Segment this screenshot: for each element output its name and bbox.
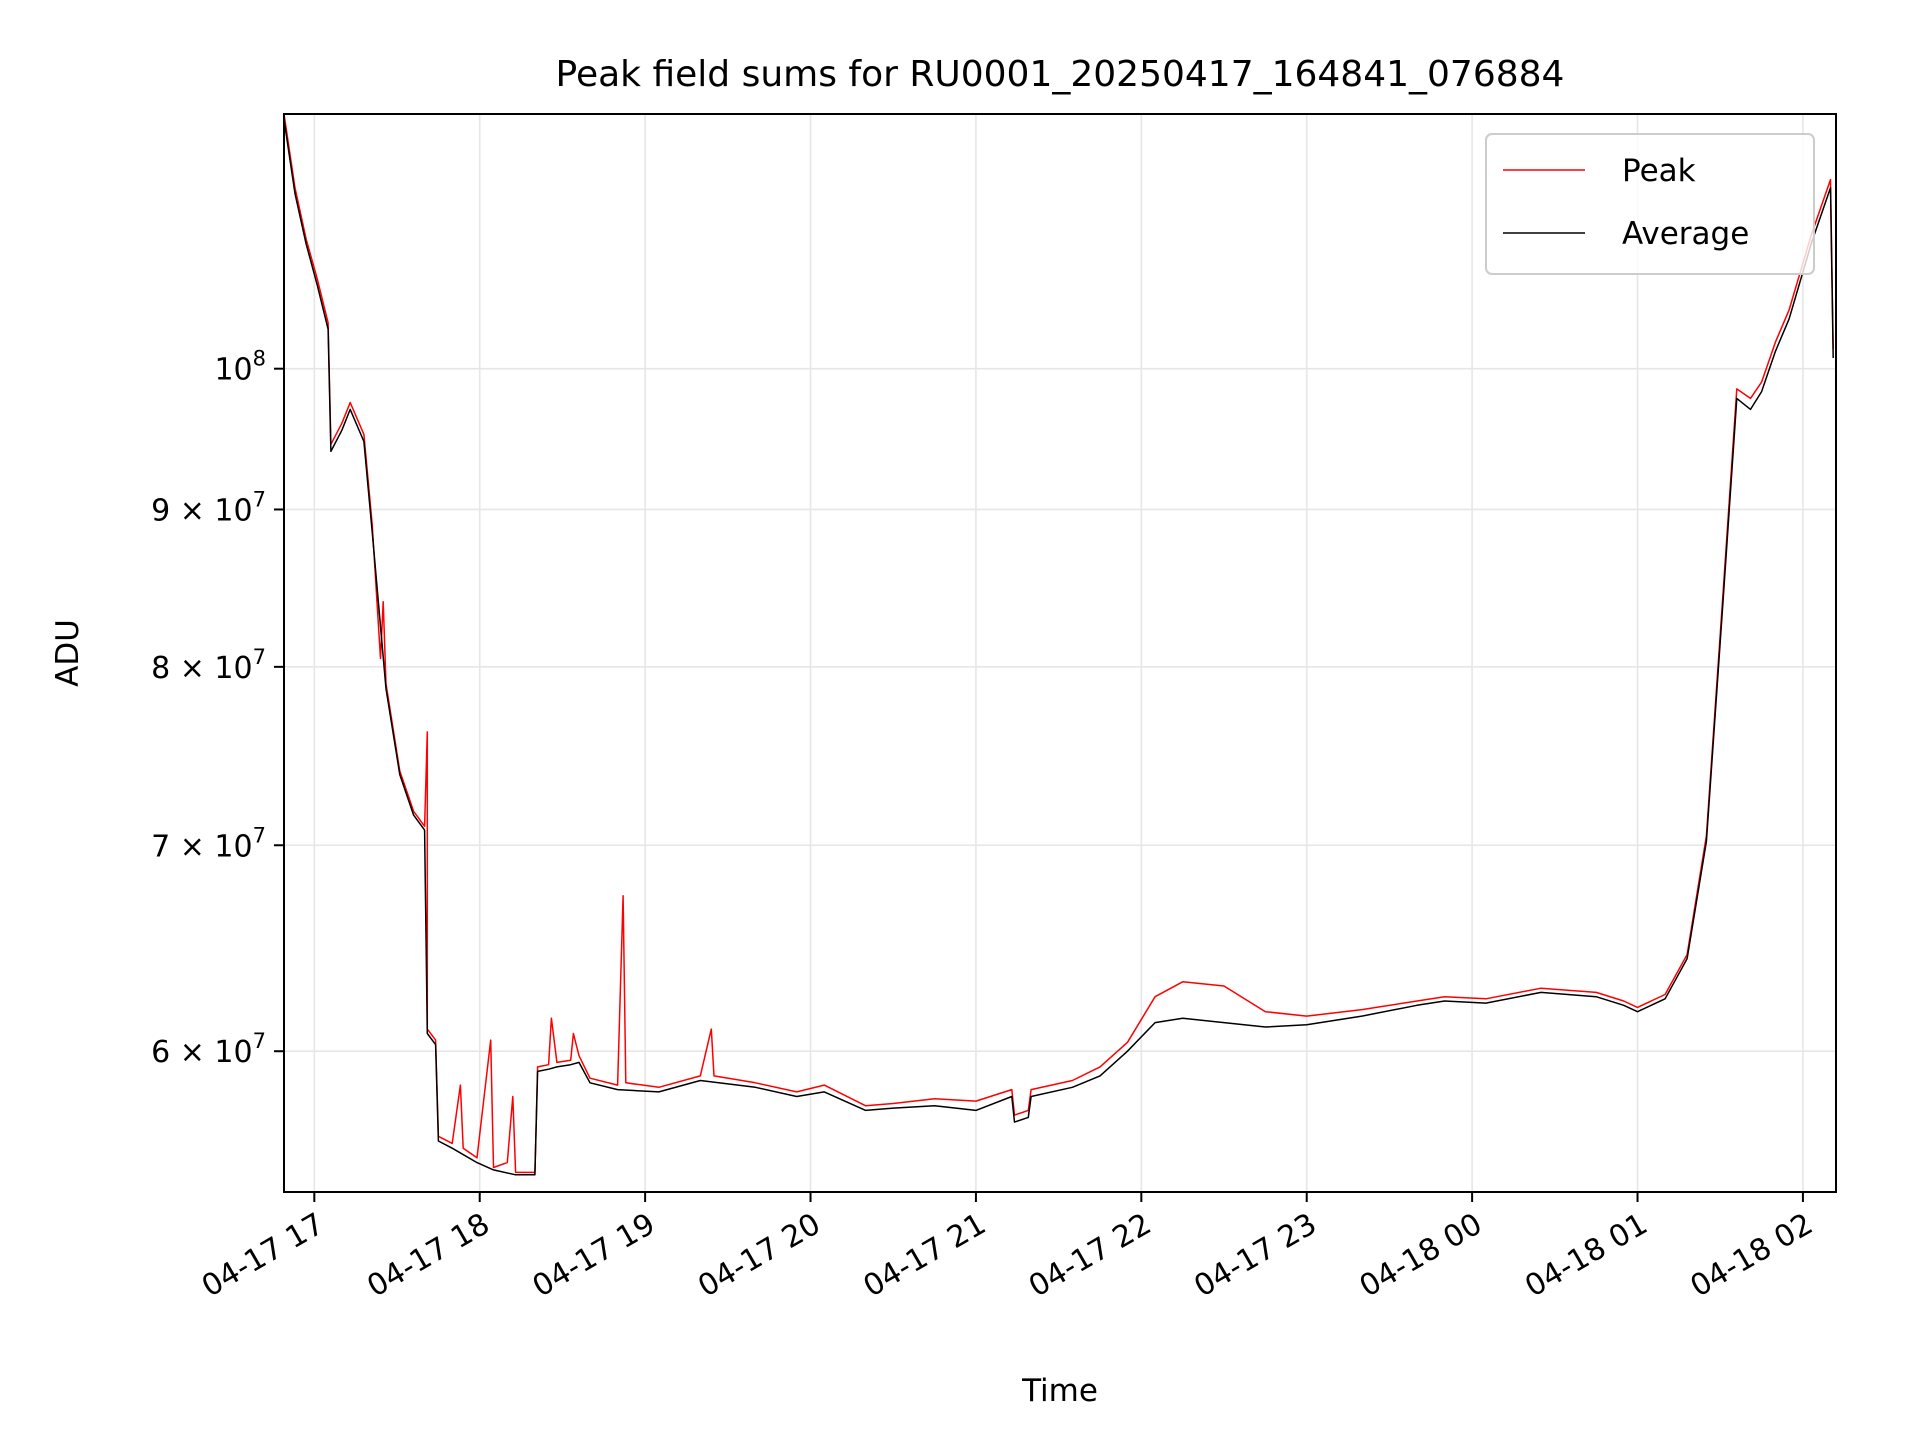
y-tick-exponent: 7 xyxy=(253,1029,266,1053)
y-tick-base: 9 × 10 xyxy=(151,493,252,528)
plot-frame xyxy=(283,113,1837,1193)
y-tick-exponent: 8 xyxy=(253,347,266,371)
y-tick-base: 10 xyxy=(214,353,252,388)
y-tick-base: 8 × 10 xyxy=(151,651,252,686)
y-tick-label: 6 × 107 xyxy=(151,1029,266,1070)
chart-title: Peak field sums for RU0001_20250417_1648… xyxy=(556,54,1565,95)
series-line-average xyxy=(283,119,1834,1176)
y-tick-label: 7 × 107 xyxy=(151,823,266,864)
y-axis-label: ADU xyxy=(50,619,86,687)
y-tick-label: 108 xyxy=(214,347,266,388)
y-tick-label: 9 × 107 xyxy=(151,487,266,528)
y-tick-exponent: 7 xyxy=(253,487,266,511)
y-tick-exponent: 7 xyxy=(253,645,266,669)
grid-layer xyxy=(284,114,1836,1192)
y-tick-base: 7 × 10 xyxy=(151,829,252,864)
legend-box xyxy=(1485,133,1815,275)
x-axis-label: Time xyxy=(1021,1373,1098,1409)
legend-label-average: Average xyxy=(1622,216,1749,252)
legend-label-peak: Peak xyxy=(1622,153,1696,189)
y-tick-base: 6 × 10 xyxy=(151,1035,252,1070)
series-line-peak xyxy=(283,113,1834,1174)
legend: Peak Average xyxy=(1485,133,1815,275)
y-tick-label: 8 × 107 xyxy=(151,645,266,686)
y-tick-exponent: 7 xyxy=(253,823,266,847)
series-layer xyxy=(283,113,1834,1176)
